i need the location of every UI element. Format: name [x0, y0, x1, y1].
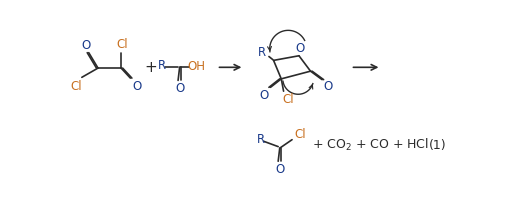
Text: + CO$_2$ + CO + HCl: + CO$_2$ + CO + HCl: [312, 137, 429, 153]
Text: Cl: Cl: [282, 93, 294, 106]
Text: Cl: Cl: [71, 80, 82, 93]
Text: R: R: [258, 46, 266, 59]
Text: (1): (1): [429, 139, 447, 152]
Text: Cl: Cl: [294, 128, 305, 141]
Text: R: R: [158, 59, 166, 72]
Text: O: O: [82, 39, 91, 52]
Text: OH: OH: [187, 60, 205, 73]
Text: O: O: [132, 80, 141, 93]
Text: O: O: [259, 89, 268, 102]
Text: O: O: [323, 80, 333, 93]
Text: Cl: Cl: [117, 38, 128, 51]
Text: O: O: [175, 82, 184, 95]
Text: +: +: [144, 60, 157, 75]
Text: O: O: [275, 163, 284, 176]
Text: R: R: [256, 133, 265, 146]
Text: O: O: [295, 42, 304, 54]
